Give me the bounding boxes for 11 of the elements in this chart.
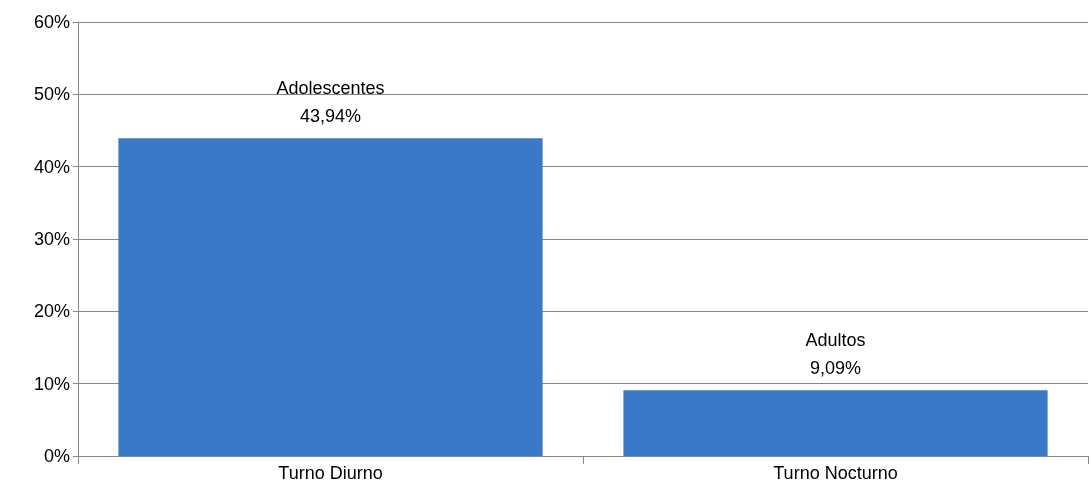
- y-tick-label: 30%: [33, 229, 70, 249]
- y-tick-label: 40%: [33, 156, 70, 177]
- x-tick-label: Turno Diurno: [278, 463, 383, 483]
- x-tick-label: Turno Nocturno: [773, 463, 898, 483]
- y-tick-label: 10%: [33, 373, 70, 394]
- y-tick-label: 60%: [33, 12, 70, 32]
- data-label: Adultos 9,09%: [805, 330, 866, 379]
- data-label: Adolescentes 43,94%: [276, 78, 385, 127]
- y-tick-label: 0%: [43, 446, 70, 466]
- y-tick-label: 50%: [33, 84, 70, 105]
- y-tick-label: 20%: [33, 301, 70, 322]
